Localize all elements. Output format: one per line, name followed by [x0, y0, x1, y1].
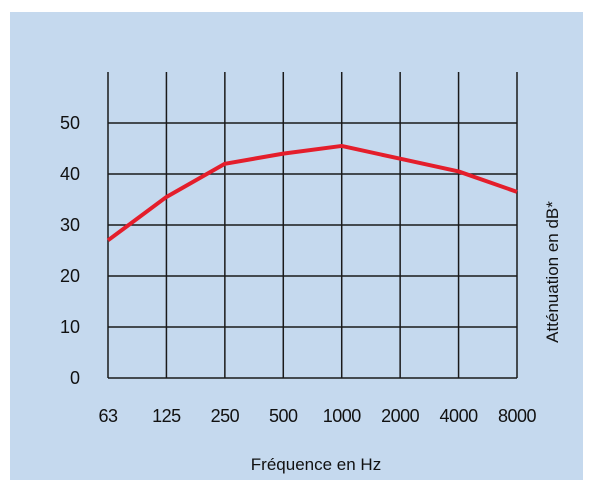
y-tick-label: 0 — [70, 368, 80, 388]
x-tick-label: 8000 — [498, 406, 537, 426]
y-tick-label: 40 — [60, 164, 80, 184]
x-tick-labels: 63 125 250 500 1000 2000 4000 8000 — [98, 406, 537, 426]
chart-frame — [10, 12, 583, 480]
grid — [107, 72, 518, 379]
y-tick-label: 50 — [60, 113, 80, 133]
x-tick-label: 250 — [211, 406, 240, 426]
series-line-0 — [106, 143, 518, 242]
x-axis-label: Fréquence en Hz — [251, 455, 381, 474]
x-tick-label: 4000 — [440, 406, 479, 426]
x-tick-label: 63 — [98, 406, 118, 426]
y-axis-label: Atténuation en dB* — [543, 201, 562, 343]
y-tick-label: 30 — [60, 215, 80, 235]
y-tick-label: 20 — [60, 266, 80, 286]
x-tick-label: 2000 — [381, 406, 420, 426]
y-tick-label: 10 — [60, 317, 80, 337]
x-tick-label: 125 — [152, 406, 181, 426]
x-tick-label: 1000 — [323, 406, 362, 426]
x-tick-label: 500 — [269, 406, 298, 426]
series-group — [106, 143, 518, 242]
y-tick-labels: 0 10 20 30 40 50 — [60, 113, 80, 388]
